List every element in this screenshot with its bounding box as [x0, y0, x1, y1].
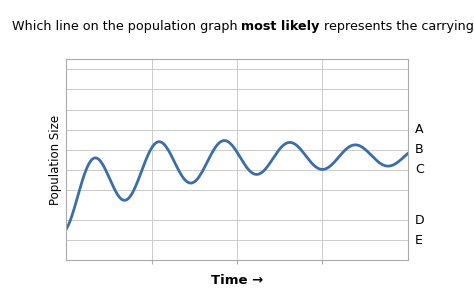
Text: E: E [415, 234, 423, 247]
Text: D: D [415, 214, 424, 227]
X-axis label: Time →: Time → [211, 274, 263, 287]
Text: A: A [415, 123, 423, 136]
Text: B: B [415, 143, 423, 156]
Text: C: C [415, 163, 423, 176]
Y-axis label: Population Size: Population Size [49, 115, 62, 205]
Text: Which line on the population graph: Which line on the population graph [12, 20, 241, 33]
Text: represents the carrying capacity?: represents the carrying capacity? [320, 20, 474, 33]
Text: most likely: most likely [241, 20, 320, 33]
